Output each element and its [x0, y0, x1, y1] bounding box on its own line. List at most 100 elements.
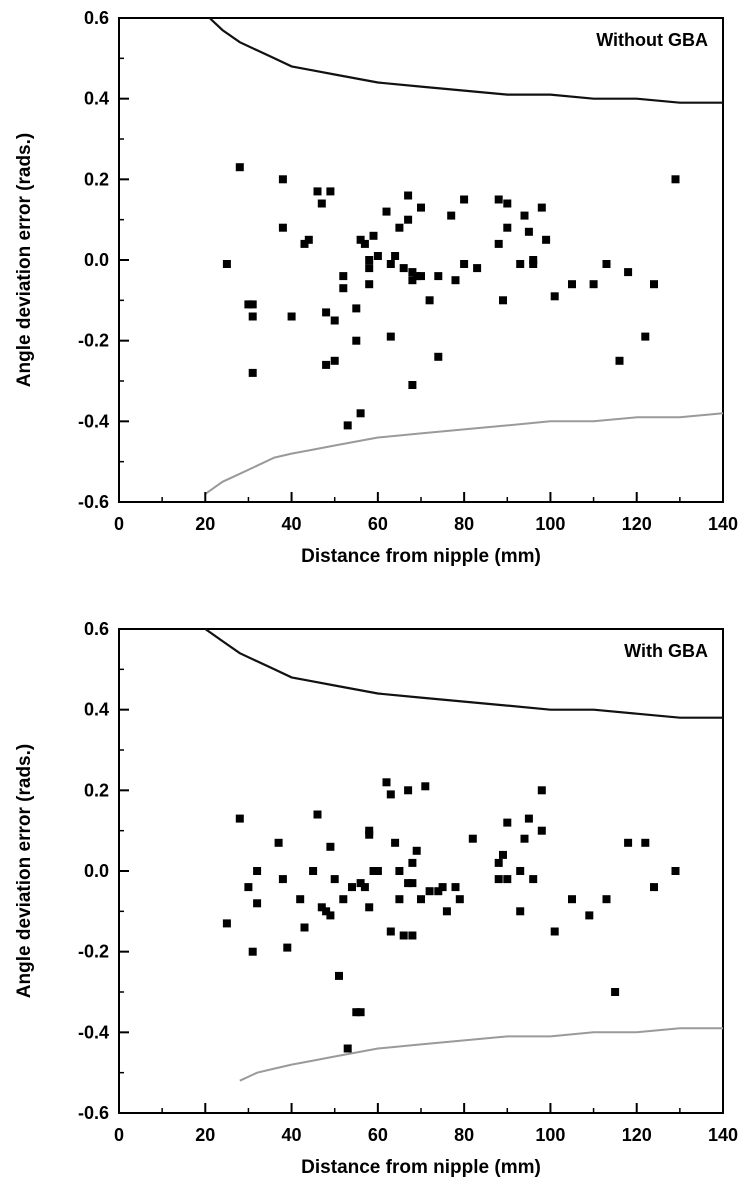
y-tick-label: 0.6	[84, 8, 109, 28]
data-point	[373, 867, 382, 875]
data-point	[300, 923, 309, 932]
y-tick-label: 0.0	[84, 250, 109, 270]
data-point	[391, 252, 400, 260]
point-group	[222, 163, 680, 430]
data-point	[455, 895, 464, 904]
x-tick-label: 40	[282, 514, 302, 534]
data-point	[624, 838, 633, 847]
data-point	[602, 260, 611, 268]
data-point	[650, 280, 658, 289]
data-point	[352, 304, 361, 313]
y-ticks: -0.6 -0.4 -0.2 0.0 0.2 0.4 0.6	[78, 619, 129, 1123]
data-point	[296, 895, 305, 904]
data-point	[348, 883, 356, 892]
x-tick-label: 80	[454, 1125, 474, 1145]
data-point	[624, 268, 633, 277]
data-point	[408, 276, 417, 285]
data-point	[442, 907, 451, 916]
chart-panel-without-gba: 0 20 40 60 80 100 120 140 -0.6 -0.4 -0.2 0.0 0.2 0.4…	[14, 8, 738, 567]
data-point	[494, 239, 503, 248]
data-point	[386, 927, 395, 936]
data-point	[352, 1008, 361, 1017]
data-point	[391, 838, 400, 847]
data-point	[322, 308, 331, 317]
y-tick-label: -0.6	[78, 492, 109, 512]
data-point	[222, 919, 231, 928]
y-tick-label: 0.6	[84, 619, 109, 639]
data-point	[537, 826, 546, 835]
data-point	[278, 175, 287, 184]
x-tick-label: 100	[535, 1125, 565, 1145]
data-point	[602, 895, 611, 904]
data-point	[494, 858, 503, 867]
data-point	[326, 842, 335, 851]
data-point	[641, 838, 650, 847]
data-point	[417, 272, 425, 281]
data-point	[222, 260, 231, 268]
x-tick-label: 40	[282, 1125, 302, 1145]
data-point	[335, 971, 343, 980]
y-ticks: -0.6 -0.4 -0.2 0.0 0.2 0.4 0.6	[78, 8, 129, 512]
data-point	[529, 875, 538, 884]
data-point	[589, 280, 598, 289]
data-point	[395, 867, 404, 875]
x-tick-label: 0	[114, 514, 124, 534]
data-point	[568, 280, 576, 289]
y-tick-label: -0.4	[78, 411, 109, 431]
data-point	[404, 786, 413, 795]
data-point	[425, 296, 434, 305]
upper-bound-curve	[208, 17, 723, 104]
data-point	[568, 895, 576, 904]
data-point	[373, 252, 382, 260]
x-tick-label: 120	[622, 1125, 652, 1145]
data-point	[304, 235, 313, 244]
panel-label: Without GBA	[596, 30, 708, 50]
data-point	[248, 312, 257, 321]
data-point	[434, 272, 443, 281]
data-point	[421, 782, 430, 791]
x-ticks: 0 20 40 60 80 100 120 140	[114, 1103, 738, 1145]
data-point	[408, 381, 417, 389]
plot-frame	[118, 628, 724, 1114]
data-point	[386, 260, 395, 268]
data-point	[499, 296, 507, 305]
x-tick-label: 140	[708, 1125, 738, 1145]
data-point	[438, 883, 447, 892]
plot-frame	[118, 17, 724, 503]
y-tick-label: -0.4	[78, 1022, 109, 1042]
data-point	[235, 163, 244, 172]
y-tick-label: -0.2	[78, 942, 109, 962]
data-point	[434, 352, 443, 361]
x-tick-label: 100	[535, 514, 565, 534]
data-point	[339, 895, 348, 904]
data-point	[283, 943, 292, 952]
data-point	[330, 356, 339, 365]
upper-bound-curve	[204, 628, 723, 719]
y-tick-label: -0.6	[78, 1103, 109, 1123]
data-point	[356, 879, 365, 888]
y-tick-label: 0.4	[84, 89, 109, 109]
data-point	[434, 887, 443, 896]
data-point	[451, 276, 460, 285]
x-tick-label: 20	[195, 1125, 215, 1145]
data-point	[369, 867, 378, 875]
data-point	[360, 883, 369, 892]
data-point	[399, 264, 408, 273]
data-point	[326, 911, 335, 920]
data-point	[451, 883, 460, 892]
data-point	[369, 231, 378, 240]
data-point	[382, 207, 391, 216]
x-tick-label: 60	[368, 514, 388, 534]
data-point	[386, 332, 395, 341]
data-point	[516, 260, 525, 268]
chart-panel-with-gba: 0 20 40 60 80 100 120 140 -0.6 -0.4 -0.2 0.0 0.2 0.4…	[14, 619, 738, 1178]
data-point	[248, 368, 257, 377]
x-tick-label: 80	[454, 514, 474, 534]
y-tick-label: 0.0	[84, 861, 109, 881]
data-point	[339, 272, 348, 281]
data-point	[516, 867, 525, 875]
data-point	[330, 316, 339, 325]
data-point	[460, 195, 469, 204]
data-point	[524, 227, 533, 236]
